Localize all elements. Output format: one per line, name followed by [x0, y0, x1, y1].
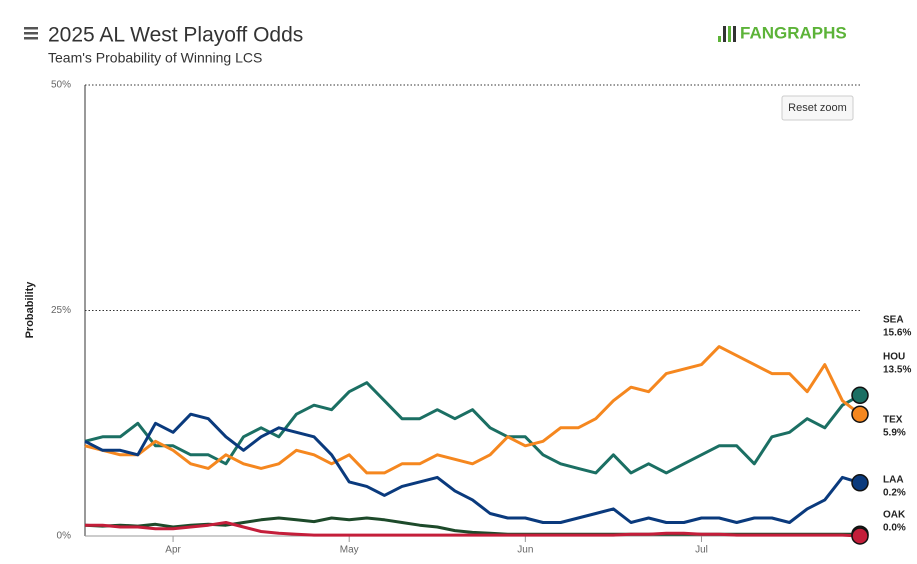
end-label-value: 5.9%	[883, 428, 906, 439]
button-box	[781, 95, 854, 121]
logo: FANGRAPHS	[718, 23, 847, 42]
logo-icon	[733, 26, 736, 42]
y-tick-label: 25%	[51, 305, 71, 316]
x-tick-label: Apr	[165, 545, 181, 556]
y-tick-label: 0%	[57, 531, 72, 542]
chart-title: 2025 AL West Playoff Odds	[48, 24, 303, 47]
end-label-name: LAA	[883, 475, 904, 486]
end-marker	[851, 527, 869, 545]
series-line	[84, 412, 861, 524]
x-tick-label: Jul	[695, 545, 708, 556]
end-label-value: 0.2%	[883, 488, 906, 499]
logo-icon	[723, 26, 726, 42]
y-tick-label: 50%	[51, 80, 71, 91]
x-tick-label: Jun	[517, 545, 533, 556]
button-label: Reset zoom	[788, 102, 847, 114]
end-label-name: OAK	[883, 510, 906, 521]
end-marker	[851, 405, 869, 423]
end-label-name: HOU	[883, 352, 905, 363]
end-label-value: 15.6%	[883, 328, 911, 339]
end-marker	[851, 386, 869, 405]
reset-zoom-button[interactable]: Reset zoom	[781, 95, 854, 121]
menu-icon[interactable]	[24, 27, 38, 40]
x-tick-label: May	[340, 545, 359, 556]
end-marker	[851, 474, 869, 492]
menu-bar	[24, 27, 38, 30]
logo-text: FANGRAPHS	[740, 23, 847, 42]
end-label-value: 13.5%	[883, 365, 911, 376]
y-axis-label: Probability	[24, 281, 36, 339]
series-line	[85, 521, 861, 538]
menu-bar	[24, 37, 38, 40]
chart-subtitle: Team's Probability of Winning LCS	[48, 50, 262, 66]
series-line	[84, 345, 861, 475]
end-label-name: SEA	[883, 315, 904, 326]
series-line	[84, 381, 861, 475]
menu-bar	[24, 32, 38, 35]
logo-icon	[718, 36, 721, 42]
end-label-value: 0.0%	[883, 523, 906, 534]
logo-icon	[728, 26, 731, 42]
end-label-name: TEX	[883, 415, 903, 426]
